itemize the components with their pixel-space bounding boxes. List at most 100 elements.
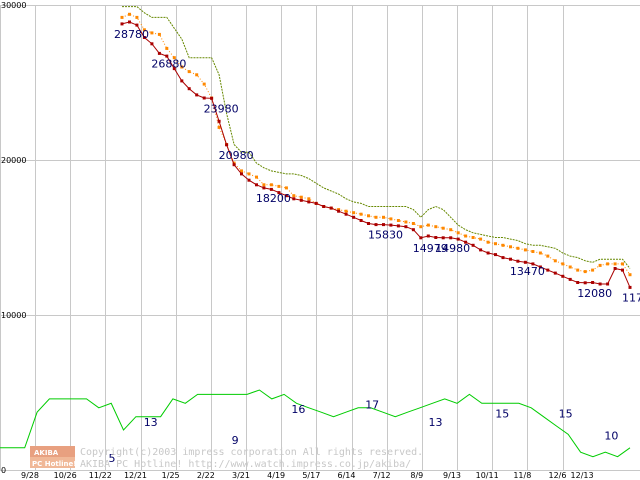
marker-min (621, 268, 624, 272)
marker-average (135, 15, 139, 19)
price-label: 28780 (114, 28, 149, 41)
marker-min (426, 234, 430, 238)
marker-average (531, 250, 535, 253)
marker-average (553, 259, 557, 263)
marker-min (456, 237, 460, 241)
marker-average (187, 70, 191, 74)
y-tick-label: 0 (1, 466, 6, 475)
marker-min (135, 23, 139, 27)
marker-average (128, 12, 131, 16)
marker-min (269, 187, 273, 191)
marker-average (217, 125, 221, 129)
shop-count-label: 17 (365, 398, 379, 411)
marker-average (240, 169, 243, 173)
marker-min (240, 172, 243, 176)
x-tick-label: 9/13 (443, 471, 461, 480)
x-tick-label: 12/13 (571, 471, 594, 480)
marker-average (157, 32, 161, 36)
marker-min (553, 271, 557, 275)
marker-min (142, 36, 146, 39)
x-tick-label: 8/9 (410, 471, 423, 480)
watermark: AKIBA PC Hotline! Copyright(c)2003 impre… (30, 446, 423, 470)
marker-average (277, 184, 281, 188)
marker-min (157, 51, 161, 55)
marker-average (299, 195, 303, 199)
marker-min (576, 281, 580, 284)
shop-count-label: 15 (495, 407, 509, 420)
y-axis-ticks: 0 10000 20000 30000 (1, 1, 26, 475)
marker-average (396, 219, 400, 222)
marker-average (165, 46, 169, 50)
marker-average (441, 226, 445, 230)
marker-min (561, 274, 565, 278)
marker-min (322, 205, 326, 208)
x-axis-ticks: 9/28 10/26 11/22 12/21 1/25 2/22 3/21 4/19 5/17 6… (21, 471, 594, 480)
marker-min (404, 225, 408, 229)
marker-min (464, 240, 468, 244)
marker-min (583, 281, 587, 285)
marker-average (598, 263, 602, 267)
marker-min (479, 248, 483, 252)
marker-average (523, 248, 527, 252)
marker-min (292, 197, 296, 201)
marker-min (396, 224, 400, 228)
logo-top-text: AKIBA (34, 449, 59, 457)
marker-min (613, 267, 617, 270)
marker-min (210, 96, 214, 100)
marker-min (441, 236, 445, 240)
marker-average (404, 220, 408, 224)
marker-average (284, 186, 288, 190)
marker-average (307, 197, 311, 201)
marker-average (195, 73, 199, 77)
marker-average (142, 28, 146, 32)
marker-average (262, 183, 266, 187)
marker-min (120, 22, 124, 26)
marker-average (180, 65, 184, 69)
x-tick-label: 7/12 (373, 471, 391, 480)
marker-min (598, 282, 602, 286)
price-label: 13470 (510, 265, 545, 278)
marker-average (479, 237, 483, 241)
marker-average (172, 56, 176, 60)
marker-average (344, 209, 348, 213)
grid-lines (0, 5, 640, 471)
x-tick-label: 9/28 (21, 471, 39, 480)
marker-min (277, 191, 281, 195)
marker-min (434, 236, 438, 239)
marker-min (486, 251, 490, 255)
marker-min (180, 79, 184, 83)
x-tick-label: 2/22 (197, 471, 215, 480)
marker-min (546, 268, 550, 272)
price-label: 14980 (435, 242, 470, 255)
marker-min (307, 200, 311, 204)
x-tick-label: 3/21 (232, 471, 250, 480)
marker-average (464, 234, 468, 238)
shop-count-label: 5 (109, 452, 116, 465)
x-tick-label: 5/17 (302, 471, 320, 480)
marker-min (262, 186, 266, 190)
marker-average (389, 217, 393, 221)
marker-min (382, 223, 385, 227)
marker-min (329, 206, 333, 210)
marker-average (538, 251, 542, 255)
marker-min (591, 281, 595, 284)
marker-min (165, 54, 169, 58)
marker-average (419, 225, 423, 229)
series-line-shops (0, 389, 631, 458)
marker-min (232, 163, 236, 167)
marker-average (613, 262, 617, 266)
x-tick-label: 12/6 (548, 471, 566, 480)
marker-average (628, 273, 632, 277)
marker-average (583, 270, 587, 274)
marker-min (374, 223, 378, 227)
y-tick-label: 10000 (1, 311, 26, 320)
y-tick-label: 30000 (1, 1, 26, 10)
marker-average (247, 172, 251, 176)
marker-min (314, 201, 318, 205)
marker-average (411, 222, 415, 225)
marker-min (255, 183, 258, 187)
shop-count-label: 16 (291, 403, 305, 416)
marker-min (225, 143, 229, 147)
marker-average (202, 82, 206, 86)
